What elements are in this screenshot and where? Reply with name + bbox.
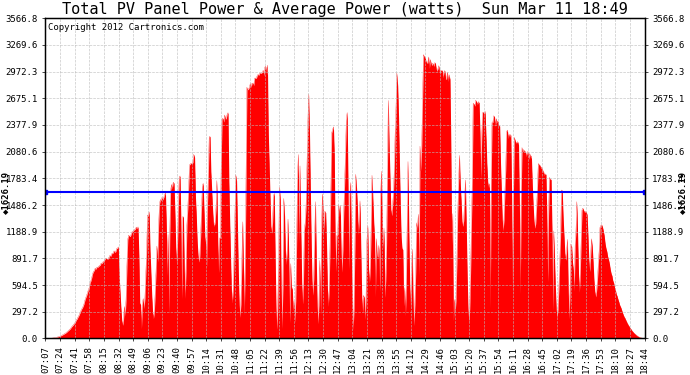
Text: ◆1626.19: ◆1626.19 bbox=[679, 171, 688, 214]
Text: ◆1626.19: ◆1626.19 bbox=[2, 171, 11, 214]
Text: Copyright 2012 Cartronics.com: Copyright 2012 Cartronics.com bbox=[48, 23, 204, 32]
Title: Total PV Panel Power & Average Power (watts)  Sun Mar 11 18:49: Total PV Panel Power & Average Power (wa… bbox=[62, 2, 628, 17]
